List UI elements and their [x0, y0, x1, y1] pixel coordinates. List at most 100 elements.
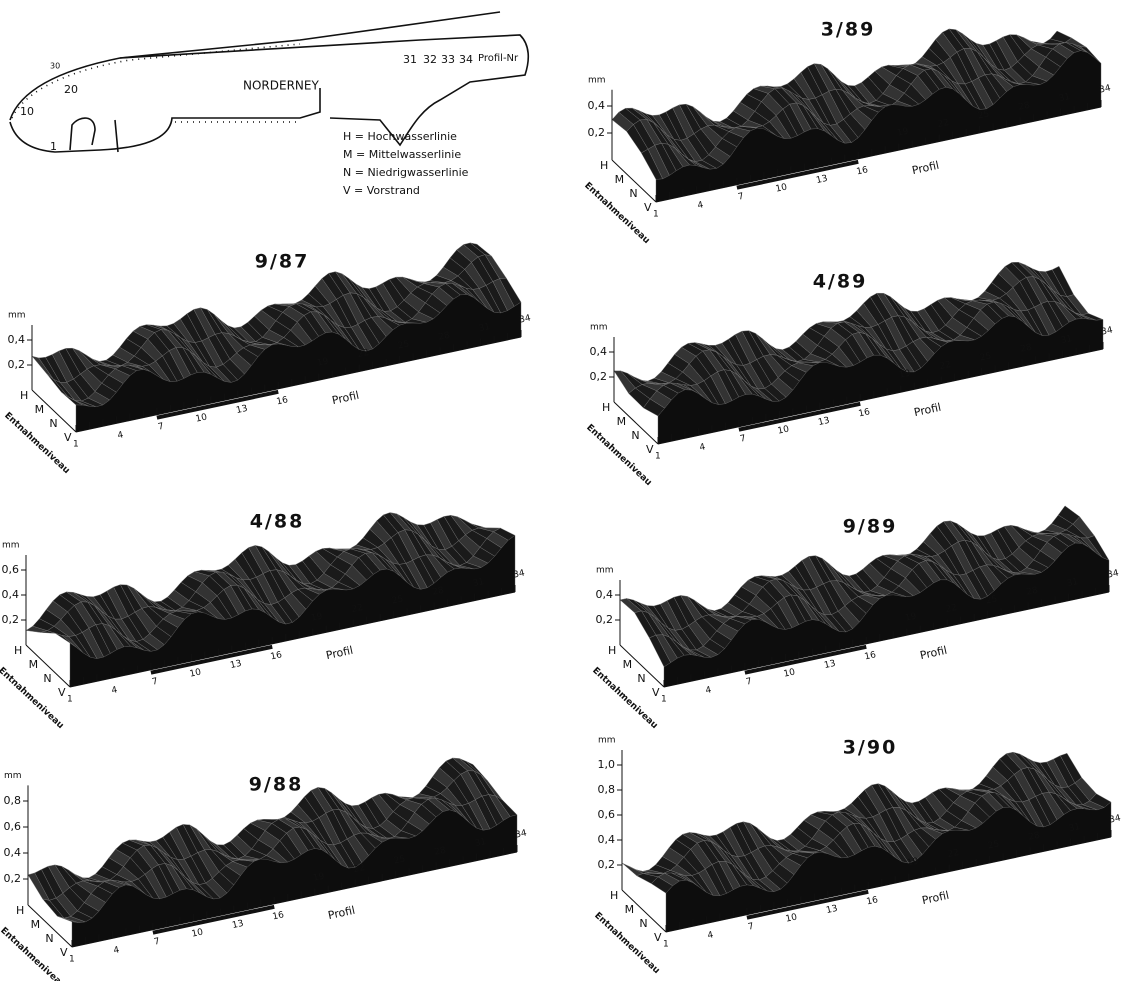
profile-tick-label: 10: [195, 412, 209, 424]
profile-tick-label: 4: [705, 685, 713, 696]
profile-axis: [71, 851, 518, 948]
level-label: N: [639, 917, 647, 930]
profile-axis-label: Profil: [913, 401, 943, 419]
z-tick-label: 0,6: [598, 808, 616, 821]
profile-start: 1: [73, 440, 79, 450]
panel-title: 9/87: [255, 251, 310, 273]
profile-axis-label: Profil: [331, 389, 361, 407]
profile-tick-label: 10: [783, 667, 797, 679]
panel-title: 9/89: [843, 516, 898, 538]
level-label: H: [602, 401, 610, 414]
panel-title: 4/89: [813, 271, 868, 293]
profile-tick-label: 16: [276, 395, 290, 407]
profile-axis-label: Profil: [919, 644, 949, 662]
profile-tick-label: 25: [393, 854, 406, 866]
profile-tick-label: 28: [1028, 831, 1042, 843]
profile-tick-label: 31: [1058, 92, 1071, 104]
level-label: V: [652, 686, 660, 699]
profile-bar: [744, 644, 867, 675]
surface-front: [665, 801, 1112, 933]
profile-tick-label: 4: [117, 430, 125, 441]
profile-tick-label: 22: [939, 360, 952, 372]
level-label: N: [43, 672, 51, 685]
level-label: N: [631, 429, 639, 442]
profile-tick-label: 4: [113, 945, 121, 956]
map-number: 20: [64, 83, 78, 96]
level-axis: [619, 644, 665, 688]
island-outline: [119, 34, 530, 147]
profile-tick-label: 10: [777, 424, 791, 436]
map-number: 32: [423, 53, 437, 66]
profile-bar: [736, 159, 859, 190]
level-axis: [621, 889, 667, 933]
level-label: H: [16, 904, 24, 917]
coast-line: [9, 88, 321, 153]
legend-entry: N = Niedrigwasserlinie: [343, 166, 469, 179]
surface-front: [71, 809, 518, 948]
level-label: V: [644, 201, 652, 214]
surface-front: [657, 315, 1104, 445]
unit-label: mm: [4, 771, 22, 781]
profile-tick-label: 19: [312, 872, 326, 884]
profile-tick-label: 31: [472, 577, 485, 589]
level-axis: [25, 644, 71, 688]
legend-entry: M = Mittelwasserlinie: [343, 148, 461, 161]
unit-label: mm: [598, 736, 616, 746]
profile-bar: [150, 644, 273, 675]
profile-tick-label: 16: [864, 650, 878, 662]
profile-tick-label: 19: [898, 369, 912, 381]
profile-tick-label: 13: [229, 659, 242, 671]
level-axis-label: Entnahmeniveau: [0, 666, 65, 731]
profile-tick-label: 22: [937, 118, 950, 130]
profile-start: 1: [69, 955, 75, 965]
profile-tick-label: 22: [945, 603, 958, 615]
level-label: V: [654, 931, 662, 944]
level-label: M: [615, 173, 625, 186]
profile-start: 1: [655, 452, 661, 462]
profile-tick-label: 25: [391, 594, 404, 606]
level-axis-label: Entnahmeniveau: [582, 181, 651, 246]
map-number: 1: [50, 140, 57, 153]
profile-tick-label: 34: [1108, 813, 1122, 825]
legend-entry: H = Hochwasserlinie: [343, 130, 457, 143]
groynes: [11, 43, 301, 119]
profile-tick-label: 25: [987, 839, 1000, 851]
profile-tick-label: 16: [858, 407, 872, 419]
profile-tick-label: 7: [153, 937, 161, 948]
z-tick-label: 0,2: [596, 613, 614, 626]
z-tick-label: 0,2: [2, 613, 20, 626]
profile-tick-label: 13: [823, 659, 836, 671]
z-tick-label: 0,4: [8, 333, 26, 346]
level-label: H: [608, 644, 616, 657]
unit-label: mm: [596, 566, 614, 576]
profile-tick-label: 19: [906, 857, 920, 869]
level-label: V: [60, 946, 68, 959]
profile-tick-label: 34: [512, 568, 526, 580]
surface-front: [75, 294, 522, 433]
profile-tick-label: 25: [397, 339, 410, 351]
panel-title: 4/88: [250, 511, 305, 533]
level-label: V: [58, 686, 66, 699]
profile-tick-label: 25: [977, 109, 990, 121]
panel-title: 9/88: [249, 774, 304, 796]
z-tick-label: 0,2: [588, 126, 606, 139]
level-axis: [613, 401, 659, 445]
profile-tick-label: 7: [151, 677, 159, 688]
profile-start: 1: [67, 695, 73, 705]
profile-axis: [657, 348, 1104, 445]
profile-tick-label: 31: [1068, 822, 1081, 834]
level-label: N: [637, 672, 645, 685]
profile-tick-label: 28: [1020, 343, 1034, 355]
map-number: 33: [441, 53, 455, 66]
profile-tick-label: 16: [866, 895, 880, 907]
panel-title: 3/90: [843, 737, 898, 759]
profile-axis: [665, 836, 1112, 933]
profile-tick-label: 19: [310, 612, 324, 624]
profile-tick-label: 34: [514, 828, 528, 840]
panel-title: 3/89: [821, 19, 876, 41]
